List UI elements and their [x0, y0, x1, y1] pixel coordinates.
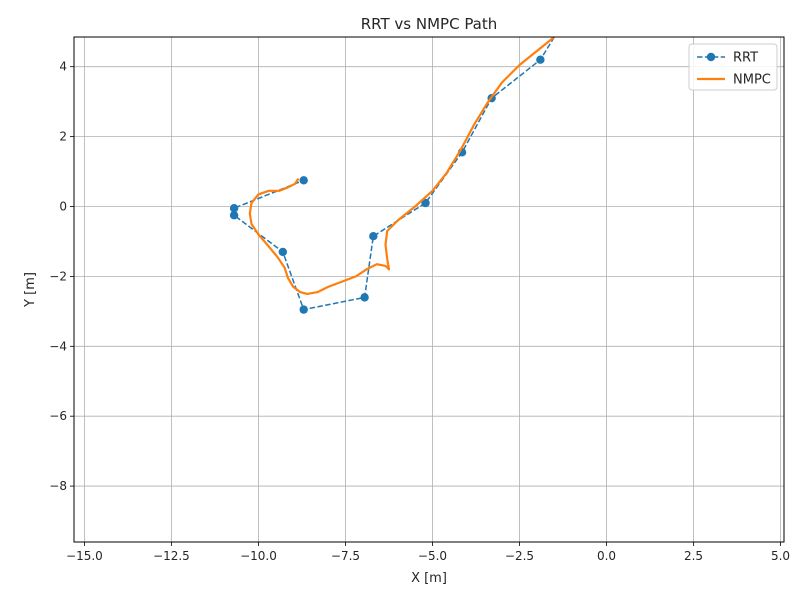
- x-axis-label: X [m]: [411, 571, 447, 586]
- x-tick-label: −2.5: [505, 549, 534, 563]
- rrt-waypoint-marker: [421, 198, 430, 208]
- plot-frame: [73, 36, 785, 543]
- y-tick-label: 0: [59, 199, 67, 213]
- rrt-waypoint-marker: [299, 176, 308, 185]
- x-axis-ticks: −15.0 −12.5 −10.0 −7.5 −5.0 −2.5 0.0 2.5 5.0: [66, 542, 790, 563]
- chart-title: RRT vs NMPC Path: [361, 15, 498, 33]
- x-tick-label: −5.0: [418, 549, 447, 563]
- y-axis-label: Y [m]: [23, 272, 38, 308]
- y-tick-label: 2: [59, 130, 67, 144]
- x-tick-label: −7.5: [331, 549, 360, 563]
- x-tick-label: 2.5: [684, 549, 703, 563]
- nmpc-path-line: [248, 37, 555, 295]
- x-tick-label: 0.0: [597, 549, 616, 563]
- y-tick-label: −6: [49, 409, 67, 423]
- x-tick-label: −15.0: [66, 549, 103, 563]
- legend-nmpc-label: NMPC: [733, 73, 771, 88]
- legend-rrt-label: RRT: [733, 51, 758, 66]
- series-layer: [229, 37, 555, 314]
- x-tick-label: −12.5: [153, 549, 190, 563]
- x-tick-label: 5.0: [771, 549, 790, 563]
- y-tick-label: −8: [49, 479, 67, 493]
- x-tick-label: −10.0: [240, 549, 277, 563]
- legend-rrt-marker: [706, 52, 716, 62]
- grid-lines: [74, 37, 784, 542]
- rrt-waypoint-marker: [369, 232, 378, 241]
- rrt-waypoint-marker: [536, 55, 545, 64]
- rrt-waypoint-marker: [299, 305, 308, 314]
- rrt-waypoint-marker: [229, 204, 239, 213]
- legend: RRT NMPC: [688, 43, 778, 91]
- rrt-waypoint-marker: [229, 211, 239, 220]
- y-tick-label: −2: [49, 269, 67, 283]
- rrt-waypoint-marker: [360, 293, 369, 302]
- rrt-waypoint-marker: [278, 247, 288, 257]
- y-tick-label: −4: [49, 339, 67, 353]
- y-tick-label: 4: [59, 60, 67, 74]
- y-axis-ticks: −8 −6 −4 −2 0 2 4: [49, 60, 74, 493]
